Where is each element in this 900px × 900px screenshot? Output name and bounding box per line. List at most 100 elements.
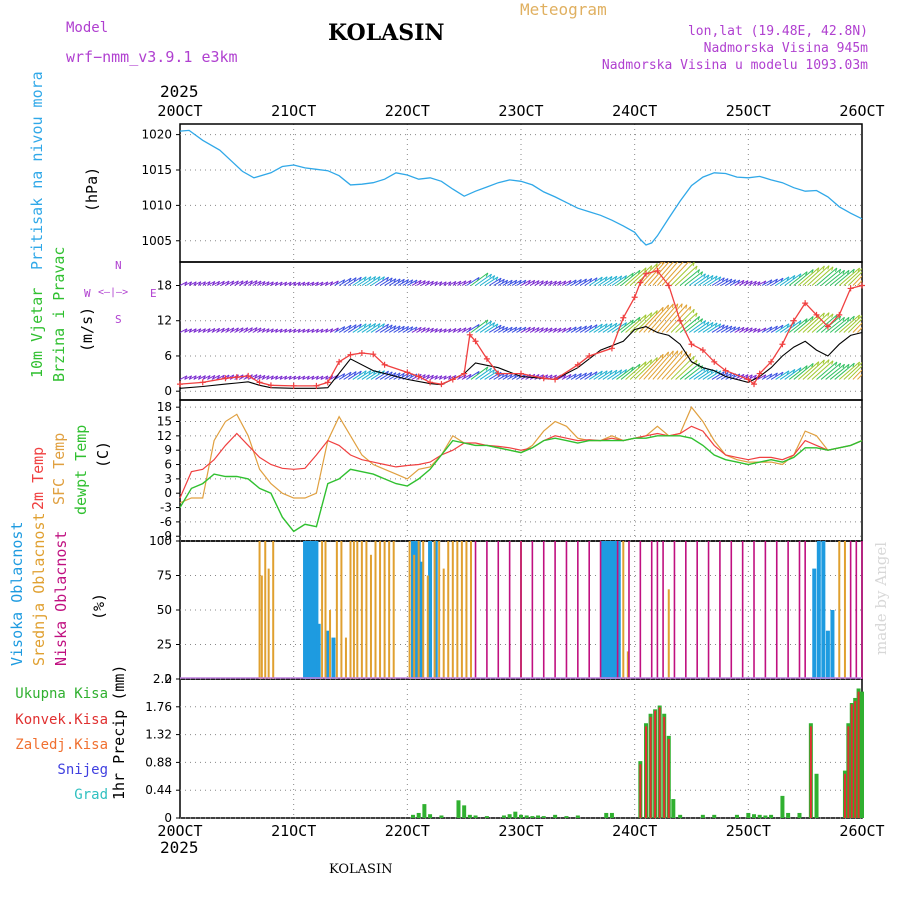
wind-arrow-head xyxy=(584,278,588,283)
low-cloud-bar xyxy=(861,541,863,679)
wind-arrow xyxy=(807,359,830,380)
wind-arrow xyxy=(370,276,385,286)
wind-arrow xyxy=(838,267,860,286)
wind-arrow xyxy=(748,374,757,380)
wind-arrow-head xyxy=(489,367,492,372)
low-cloud-bar xyxy=(707,541,710,679)
wind-arrow-head xyxy=(584,325,588,330)
y-tick-label: -9 xyxy=(160,529,172,543)
wind-arrow-head xyxy=(763,374,767,379)
wind-arrow-head xyxy=(558,327,562,332)
wind-arrow-head xyxy=(463,280,467,285)
wind-arrow xyxy=(288,281,297,286)
y-tick-label: 1010 xyxy=(141,198,172,212)
wind-arrow xyxy=(779,275,796,286)
wind-arrow-head xyxy=(831,313,834,318)
high-cloud-bar xyxy=(309,541,314,679)
wind-arrow xyxy=(852,275,862,286)
wind-arrow xyxy=(579,371,593,380)
wind-arrow-head xyxy=(614,275,618,280)
mid-cloud-bar xyxy=(374,541,377,679)
wind-arrow xyxy=(511,373,522,380)
wind-arrow xyxy=(784,320,802,333)
low-cloud-bar xyxy=(565,541,568,679)
wind-arrow-head xyxy=(842,317,845,322)
wind-arrow-head xyxy=(667,351,670,356)
wind-arrow-head xyxy=(258,280,262,285)
wind-arrow-head xyxy=(254,280,258,285)
total-rain-bar xyxy=(456,800,461,818)
wind-arrow-head xyxy=(619,369,623,374)
wind-arrow-head xyxy=(240,280,244,285)
wind-arrow xyxy=(802,312,825,333)
wind-arrow xyxy=(375,370,389,380)
wind-arrow-head xyxy=(838,315,842,321)
wind-arrow xyxy=(375,323,389,333)
wind-arrow-head xyxy=(545,327,549,332)
conv-rain-bar xyxy=(663,716,666,818)
wind-arrow xyxy=(234,280,244,286)
low-cloud-bar xyxy=(804,541,806,679)
wind-arrow xyxy=(711,277,725,286)
wind-arrow-head xyxy=(558,280,562,285)
low-cloud-bar xyxy=(508,541,511,679)
wind-arrow xyxy=(602,275,618,286)
wind-arrow xyxy=(784,367,802,380)
wind-arrow xyxy=(307,375,315,380)
conv-rain-bar xyxy=(850,704,853,818)
wind-arrow xyxy=(261,281,270,286)
y-tick-label: 2.2 xyxy=(153,672,172,686)
compass-n-icon: N xyxy=(115,259,122,272)
conv-rain-bar xyxy=(847,726,850,818)
wind-arrow-head xyxy=(563,374,567,379)
wind-arrow xyxy=(725,373,736,380)
wind-speed-marker xyxy=(802,300,809,307)
wind-arrow-head xyxy=(245,327,249,332)
conv-rain-bar xyxy=(649,716,652,818)
wind-arrow xyxy=(366,323,381,333)
wind-arrow-head xyxy=(418,327,422,331)
wind-arrow xyxy=(302,328,310,333)
wind-arrow xyxy=(448,374,457,380)
total-rain-bar xyxy=(467,814,472,818)
wind-speed-marker xyxy=(449,376,456,383)
wind-arrow-head xyxy=(805,318,808,323)
wind-arrow xyxy=(302,375,310,380)
wind-arrow xyxy=(748,327,757,333)
wind-arrow xyxy=(725,279,736,286)
wind-arrow xyxy=(511,279,522,286)
wind-arrow xyxy=(788,271,808,286)
wind-arrow-head xyxy=(822,265,825,270)
wind-speed-marker xyxy=(790,317,797,324)
wind-speed-marker xyxy=(358,350,365,357)
high-cloud-bar xyxy=(614,541,619,679)
wind-arrow xyxy=(284,375,292,380)
wind-arrow xyxy=(193,281,202,286)
model-elevation-label: Nadmorska Visina u modelu 1093.03m xyxy=(601,58,868,73)
wind-arrow-head xyxy=(505,326,509,331)
wind-arrow xyxy=(752,281,761,286)
wind-arrow xyxy=(320,375,329,380)
legend-snow: Snijeg xyxy=(57,762,108,778)
wind-arrow xyxy=(598,370,613,380)
low-cloud-bar xyxy=(849,541,852,679)
wind-arrow xyxy=(820,362,842,380)
wind-arrow xyxy=(688,367,706,380)
wind-arrow xyxy=(297,328,306,333)
wind-arrow-head xyxy=(348,371,352,376)
wind-arrow xyxy=(252,327,262,333)
wind-arrow xyxy=(411,279,422,286)
wind-arrow xyxy=(647,262,670,286)
mid-cloud-bar xyxy=(260,575,263,679)
wind-arrow xyxy=(793,316,814,333)
legend-conv-rain: Konvek.Kisa xyxy=(15,712,108,728)
total-rain-bar xyxy=(416,812,421,818)
low-cloud-bar xyxy=(616,541,619,679)
wind-speed-marker xyxy=(620,314,627,321)
wind-arrow xyxy=(825,363,845,380)
y-tick-label: 0 xyxy=(164,672,172,686)
wind-arrow xyxy=(397,326,409,333)
wind-arrow-head xyxy=(753,327,757,332)
total-rain-bar xyxy=(411,814,416,818)
y-tick-label: 1005 xyxy=(141,234,172,248)
